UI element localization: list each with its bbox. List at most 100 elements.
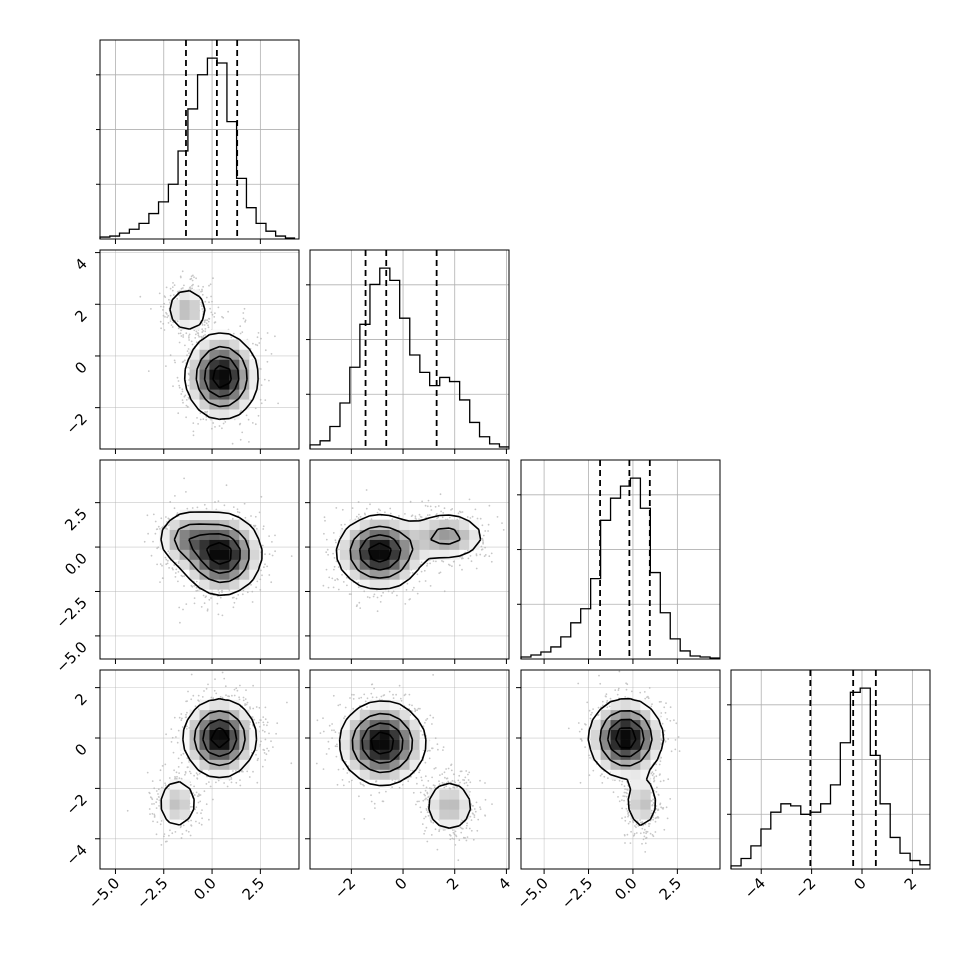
density-cell (359, 719, 370, 730)
density-cell (209, 769, 220, 780)
hist-1d-p1 (306, 249, 510, 450)
density-cell (650, 729, 661, 740)
density-cell (219, 349, 230, 360)
density-cell (209, 569, 220, 580)
density-cell (189, 289, 200, 301)
density-cell (199, 509, 210, 520)
density-cell (399, 739, 410, 750)
density-cell (379, 529, 390, 540)
density-cell (610, 729, 621, 740)
density-cell (429, 789, 440, 800)
density-cell (369, 749, 380, 760)
density-cell (189, 569, 200, 580)
density-cell (169, 789, 180, 800)
density-cell (630, 749, 641, 760)
density-cell (389, 579, 400, 590)
density-cell (359, 539, 370, 550)
density-cell (409, 519, 420, 530)
density-cell (600, 739, 611, 750)
density-cell (209, 549, 220, 560)
hist-2d-p1-p3 (309, 669, 510, 870)
y-tick-label: −2 (62, 410, 90, 438)
density-cell (179, 519, 190, 530)
density-cell (610, 759, 621, 770)
density-cell (369, 569, 380, 580)
density-cell (419, 539, 430, 550)
density-cell (429, 799, 440, 810)
density-cell (349, 519, 361, 530)
density-cell (239, 579, 250, 590)
contour-level-2 (599, 710, 653, 767)
density-cell (189, 559, 200, 570)
contour-level-3 (202, 718, 238, 758)
density-cell (610, 769, 621, 780)
density-cell (469, 529, 480, 540)
density-cell (179, 789, 190, 800)
density-cell (399, 539, 410, 550)
density-cell (640, 809, 651, 820)
density-cell (409, 549, 420, 560)
density-cell (219, 559, 230, 570)
density-cell (600, 729, 611, 740)
density-cell (199, 399, 210, 410)
density-cell (399, 759, 410, 770)
density-cell (389, 699, 400, 711)
density-cell (219, 549, 230, 560)
hist-2d-p0-p2 (99, 459, 300, 660)
density-cell (610, 699, 621, 711)
contour-level-3 (188, 533, 241, 574)
density-cell (349, 539, 361, 550)
panel-content (310, 670, 509, 869)
x-tick-label: 2 (443, 874, 462, 893)
density-cell (439, 809, 450, 820)
density-cell (459, 789, 470, 800)
density-cell (369, 559, 380, 570)
panel-frame (520, 459, 721, 660)
density-cell (590, 729, 601, 740)
density-cell (359, 549, 370, 560)
density-cell (349, 529, 361, 540)
density-cell (189, 509, 200, 520)
density-cell (209, 559, 220, 570)
density-cell (179, 509, 190, 520)
density-cell (339, 719, 351, 730)
density-cell (409, 539, 420, 550)
density-cell (159, 799, 170, 810)
density-cell (449, 539, 460, 550)
density-cell (169, 799, 180, 810)
density-cell (439, 549, 450, 560)
hist-1d-p3 (727, 669, 931, 870)
density-cell (159, 539, 170, 550)
density-cell (640, 739, 651, 750)
density-cell (399, 549, 410, 560)
density-cell (199, 699, 210, 711)
density-cell (219, 409, 230, 420)
density-cell (630, 799, 641, 810)
x-tick-label: −5.0 (85, 874, 123, 912)
density-cell (600, 759, 611, 770)
hist-2d-p2-p3 (520, 669, 721, 870)
density-cell (459, 519, 470, 530)
density-cell (209, 709, 220, 721)
density-cell (349, 549, 361, 560)
density-cell (219, 389, 230, 400)
density-cell (359, 759, 370, 770)
density-cell (159, 789, 170, 800)
panel-frame (99, 669, 300, 870)
density-cell (229, 379, 240, 390)
density-cell (630, 709, 641, 721)
density-cell (379, 759, 390, 770)
density-cell (179, 559, 190, 570)
density-cell (429, 539, 440, 550)
density-cell (179, 319, 190, 330)
density-cell (199, 709, 210, 721)
hist-2d-p0-p3 (99, 669, 300, 870)
density-cell (229, 699, 240, 711)
panel-frame (99, 39, 300, 240)
density-cell (640, 769, 651, 780)
density-cell (239, 559, 250, 570)
contour-level-1 (169, 289, 259, 421)
x-tick-label: 0 (850, 874, 869, 893)
density-cell (630, 789, 641, 800)
density-cell (219, 729, 230, 740)
